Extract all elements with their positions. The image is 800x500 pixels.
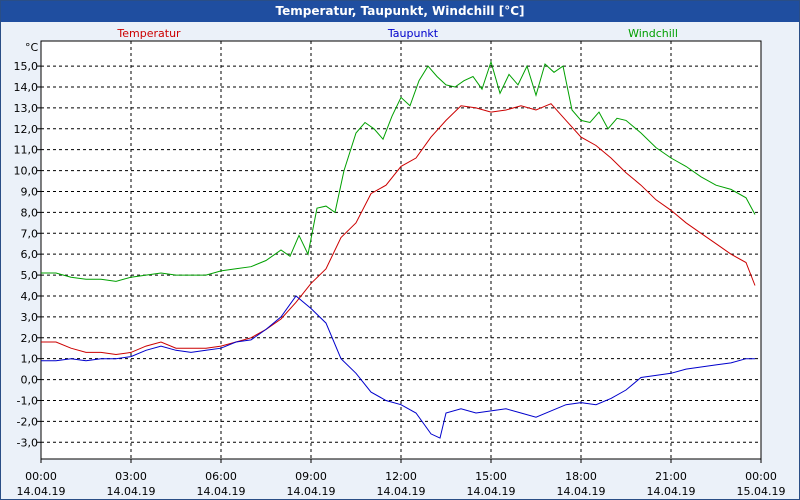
y-tick-label: 4,0 [21, 290, 39, 303]
y-tick-label: 9,0 [21, 185, 39, 198]
x-tick-date: 14.04.19 [647, 485, 696, 498]
series-line-windchill [41, 60, 756, 282]
y-tick-label: 2,0 [21, 332, 39, 345]
legend-item-windchill: Windchill [628, 27, 678, 40]
x-tick-date: 15.04.19 [737, 485, 786, 498]
x-tick-time: 09:00 [295, 470, 327, 483]
x-axis-ticks: 00:00 14.04.19 03:00 14.04.19 06:00 14.04.19 0… [17, 459, 786, 498]
x-tick-date: 14.04.19 [287, 485, 336, 498]
y-axis-ticks: -3,0 -2,0 -1,0 0,0 1,0 2,0 3,0 4,0 5,0 6,0 7,0 8,0 9… [14, 60, 41, 449]
y-tick-label: -1,0 [17, 394, 38, 407]
x-tick-time: 06:00 [205, 470, 237, 483]
x-tick-time: 00:00 [25, 470, 57, 483]
x-tick-time: 12:00 [385, 470, 417, 483]
y-tick-label: 7,0 [21, 227, 39, 240]
y-tick-label: 11,0 [14, 144, 39, 157]
y-tick-label: 14,0 [14, 81, 39, 94]
y-tick-label: 10,0 [14, 165, 39, 178]
y-tick-label: 13,0 [14, 102, 39, 115]
y-unit-label: °C [25, 41, 39, 54]
y-tick-label: 15,0 [14, 60, 39, 73]
x-tick-time: 18:00 [565, 470, 597, 483]
y-tick-label: 3,0 [21, 311, 39, 324]
y-tick-label: 8,0 [21, 206, 39, 219]
series-line-taupunkt [41, 295, 755, 439]
x-tick-date: 14.04.19 [557, 485, 606, 498]
legend: Temperatur Taupunkt Windchill [116, 27, 678, 40]
x-tick-time: 21:00 [655, 470, 687, 483]
x-tick-time: 15:00 [475, 470, 507, 483]
series-line-temperatur [41, 103, 756, 356]
y-tick-label: 0,0 [21, 374, 39, 387]
series-lines [41, 60, 756, 439]
y-tick-label: 1,0 [21, 353, 39, 366]
x-tick-time: 00:00 [745, 470, 777, 483]
y-tick-label: 5,0 [21, 269, 39, 282]
window-title: Temperatur, Taupunkt, Windchill [°C] [1, 1, 799, 22]
x-tick-date: 14.04.19 [17, 485, 66, 498]
legend-item-temperatur: Temperatur [116, 27, 181, 40]
y-tick-label: -3,0 [17, 436, 38, 449]
x-tick-date: 14.04.19 [107, 485, 156, 498]
y-tick-label: -2,0 [17, 415, 38, 428]
x-tick-date: 14.04.19 [377, 485, 426, 498]
y-tick-label: 12,0 [14, 123, 39, 136]
x-tick-time: 03:00 [115, 470, 147, 483]
x-tick-date: 14.04.19 [467, 485, 516, 498]
x-tick-date: 14.04.19 [197, 485, 246, 498]
legend-item-taupunkt: Taupunkt [387, 27, 439, 40]
y-tick-label: 6,0 [21, 248, 39, 261]
grid [41, 41, 761, 459]
